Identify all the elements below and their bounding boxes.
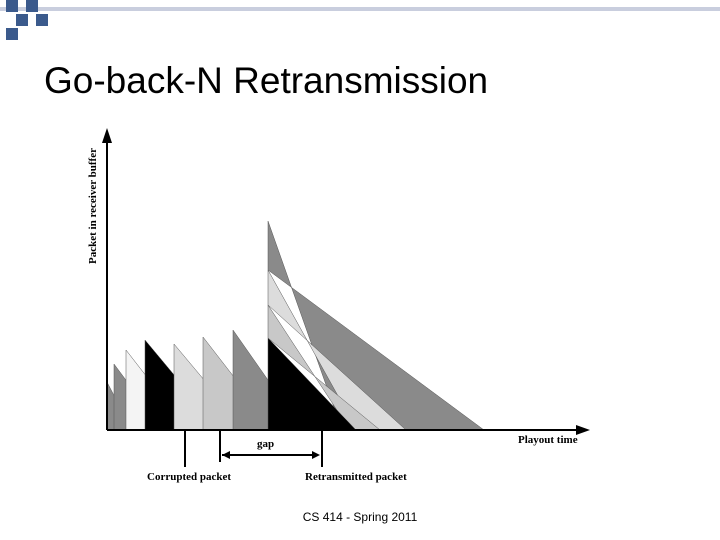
gap-label: gap [257, 438, 274, 450]
topbar-square [16, 14, 28, 26]
topbar-square [36, 14, 48, 26]
packet-triangles [106, 220, 485, 431]
y-axis-label: Packet in receiver buffer [87, 148, 99, 264]
slide-footer: CS 414 - Spring 2011 [302, 510, 418, 524]
axes [102, 128, 590, 435]
y-axis-arrow [102, 128, 112, 143]
gap-marker: gap [184, 430, 323, 467]
gap-arrow-right-head [312, 451, 320, 459]
topbar-square [26, 0, 38, 12]
corrupted-packet-label: Corrupted packet [147, 471, 231, 483]
x-axis-label: Playout time [518, 434, 578, 446]
topbar-square [6, 28, 18, 40]
retransmitted-packet-label: Retransmitted packet [305, 471, 407, 483]
topbar-square [6, 0, 18, 12]
gap-arrow-left-head [222, 451, 230, 459]
slide-decoration [0, 0, 720, 40]
x-axis-arrow [576, 425, 590, 435]
slide-title: Go-back-N Retransmission [44, 60, 489, 101]
topbar-line [0, 7, 720, 11]
